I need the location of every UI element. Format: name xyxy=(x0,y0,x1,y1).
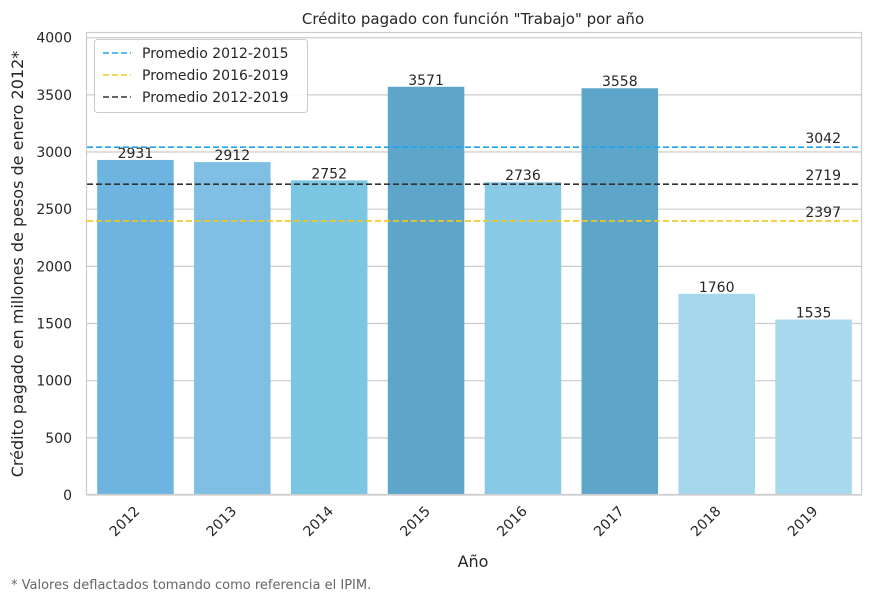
plot-frame xyxy=(85,31,863,496)
x-tick-label: 2019 xyxy=(785,504,822,541)
y-tick-label: 500 xyxy=(45,431,72,447)
bar-2012 xyxy=(97,159,174,496)
x-tick-label: 2017 xyxy=(591,504,628,541)
legend-entry: Promedio 2012-2015 xyxy=(142,46,289,62)
legend: Promedio 2012-2015 Promedio 2016-2019 Prom… xyxy=(94,39,308,113)
bar-2019 xyxy=(775,319,852,495)
bar-value-label: 2912 xyxy=(214,148,250,164)
x-tick-label: 2016 xyxy=(494,503,531,540)
y-tick-label: 2500 xyxy=(36,202,72,218)
y-tick-label: 2000 xyxy=(36,259,72,275)
y-tick-label: 1500 xyxy=(36,317,72,333)
bar-2014 xyxy=(290,180,368,495)
bar-2018 xyxy=(678,293,755,495)
y-tick-label: 3000 xyxy=(36,145,72,161)
reference-line-label: 3042 xyxy=(805,131,841,147)
y-tick-label: 4000 xyxy=(36,31,72,47)
bar-value-label: 2736 xyxy=(505,168,541,184)
chart-title: Crédito pagado con función "Trabajo" por… xyxy=(302,10,644,28)
y-axis-label: Crédito pagado en millones de pesos de e… xyxy=(8,51,27,478)
bar-2017 xyxy=(581,88,659,496)
reference-line-label: 2397 xyxy=(805,205,841,221)
y-tick-label: 0 xyxy=(63,488,72,504)
bar-2016 xyxy=(484,182,562,495)
x-tick-label: 2013 xyxy=(204,504,241,541)
x-tick-label: 2015 xyxy=(397,504,434,541)
x-tick-label: 2014 xyxy=(301,503,338,540)
bar-2013 xyxy=(194,162,271,495)
bar-value-label: 3571 xyxy=(408,73,444,89)
x-axis-label: Año xyxy=(458,552,489,571)
bar-value-label: 2931 xyxy=(118,146,154,162)
footnote: * Valores deflactados tomando como refer… xyxy=(11,578,372,593)
legend-box xyxy=(94,39,308,113)
bar-value-label: 1535 xyxy=(796,306,832,322)
y-tick-label: 3500 xyxy=(36,88,72,104)
bar-2015 xyxy=(387,86,465,495)
bar-value-label: 2752 xyxy=(311,166,347,182)
reference-line-label: 2719 xyxy=(805,168,841,184)
x-tick-label: 2012 xyxy=(107,504,144,541)
y-tick-label: 1000 xyxy=(36,374,72,390)
bar-value-label: 1760 xyxy=(699,280,735,296)
x-tick-label: 2018 xyxy=(688,504,725,541)
bar-value-label: 3558 xyxy=(602,74,638,90)
legend-entry: Promedio 2012-2019 xyxy=(142,90,289,106)
legend-entry: Promedio 2016-2019 xyxy=(142,68,289,84)
